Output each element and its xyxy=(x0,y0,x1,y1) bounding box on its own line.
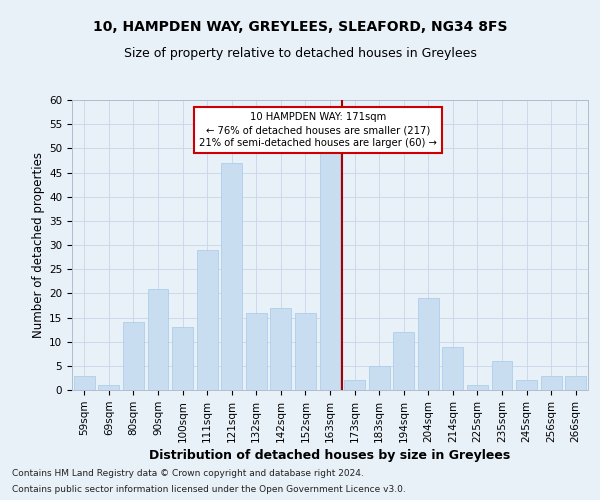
Bar xyxy=(565,376,586,390)
Bar xyxy=(442,346,463,390)
Bar xyxy=(295,312,316,390)
Bar xyxy=(418,298,439,390)
Bar xyxy=(467,385,488,390)
Text: Contains HM Land Registry data © Crown copyright and database right 2024.: Contains HM Land Registry data © Crown c… xyxy=(12,468,364,477)
Text: 10, HAMPDEN WAY, GREYLEES, SLEAFORD, NG34 8FS: 10, HAMPDEN WAY, GREYLEES, SLEAFORD, NG3… xyxy=(93,20,507,34)
Text: 10 HAMPDEN WAY: 171sqm
← 76% of detached houses are smaller (217)
21% of semi-de: 10 HAMPDEN WAY: 171sqm ← 76% of detached… xyxy=(199,112,437,148)
Bar xyxy=(541,376,562,390)
Y-axis label: Number of detached properties: Number of detached properties xyxy=(32,152,45,338)
Text: Contains public sector information licensed under the Open Government Licence v3: Contains public sector information licen… xyxy=(12,485,406,494)
Bar xyxy=(246,312,267,390)
Text: Size of property relative to detached houses in Greylees: Size of property relative to detached ho… xyxy=(124,48,476,60)
Bar xyxy=(491,361,512,390)
Bar xyxy=(393,332,414,390)
Bar xyxy=(98,385,119,390)
Bar xyxy=(271,308,292,390)
Bar xyxy=(172,327,193,390)
Bar xyxy=(221,163,242,390)
Bar xyxy=(516,380,537,390)
Bar xyxy=(197,250,218,390)
Bar xyxy=(368,366,389,390)
Bar xyxy=(320,153,340,390)
Bar xyxy=(148,288,169,390)
Bar xyxy=(74,376,95,390)
Bar xyxy=(123,322,144,390)
X-axis label: Distribution of detached houses by size in Greylees: Distribution of detached houses by size … xyxy=(149,449,511,462)
Bar xyxy=(344,380,365,390)
